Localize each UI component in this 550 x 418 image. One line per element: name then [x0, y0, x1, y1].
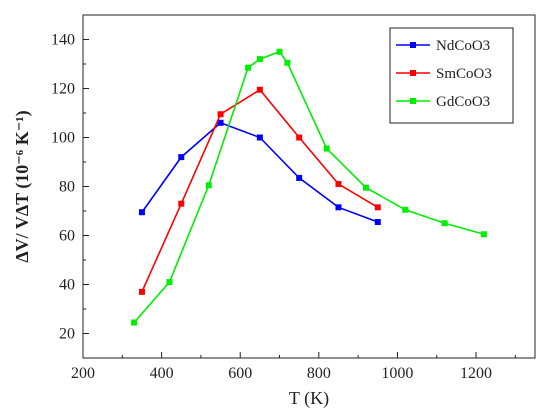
data-point [335, 181, 342, 188]
series-line [133, 50, 485, 324]
x-tick-label: 200 [71, 365, 95, 382]
data-point [284, 59, 291, 66]
data-point [374, 204, 381, 211]
legend: NdCoO3 SmCoO3 GdCoO3 [389, 27, 514, 124]
series-NdCoO3 [138, 119, 381, 226]
data-point [178, 200, 185, 207]
axis-ticks: 200 400 600 800 1000 1200 20 40 60 80 100 120 140 [51, 32, 516, 382]
data-point [323, 145, 330, 152]
legend-swatch-marker [410, 98, 416, 104]
y-axis-label: ΔV/ VΔT (10⁻⁶ K⁻¹) [12, 110, 33, 262]
data-point [217, 119, 224, 126]
x-axis-label: T (K) [289, 388, 329, 409]
data-point [245, 64, 252, 71]
x-tick-label: 1000 [381, 365, 413, 382]
series-layer [131, 48, 487, 326]
data-point [335, 204, 342, 211]
legend-label: NdCoO3 [436, 38, 490, 54]
data-point [296, 174, 303, 181]
legend-label: GdCoO3 [436, 94, 490, 110]
data-point [296, 134, 303, 141]
data-point [178, 154, 185, 161]
data-point [374, 219, 381, 226]
y-tick-label: 80 [59, 179, 75, 196]
x-tick-label: 400 [150, 365, 174, 382]
data-point [256, 86, 263, 93]
data-point [138, 209, 145, 216]
data-point [276, 48, 283, 55]
data-point [166, 279, 173, 286]
y-tick-label: 100 [51, 130, 75, 147]
data-point [441, 220, 448, 227]
data-point [480, 231, 487, 238]
data-point [256, 134, 263, 141]
x-tick-label: 1200 [460, 365, 492, 382]
x-tick-label: 600 [228, 365, 252, 382]
data-point [217, 111, 224, 118]
legend-swatch-marker [410, 42, 416, 48]
y-tick-label: 20 [59, 326, 75, 343]
y-tick-label: 60 [59, 228, 75, 245]
legend-swatch-marker [410, 70, 416, 76]
series-GdCoO3 [131, 48, 487, 326]
data-point [131, 319, 138, 326]
data-point [256, 56, 263, 63]
data-point [205, 182, 212, 189]
x-tick-label: 800 [307, 365, 331, 382]
y-tick-label: 120 [51, 81, 75, 98]
legend-label: SmCoO3 [436, 66, 492, 82]
y-tick-label: 140 [51, 32, 75, 49]
y-tick-label: 40 [59, 277, 75, 294]
data-point [402, 206, 409, 213]
data-point [362, 184, 369, 191]
series-SmCoO3 [138, 86, 381, 295]
data-point [138, 288, 145, 295]
